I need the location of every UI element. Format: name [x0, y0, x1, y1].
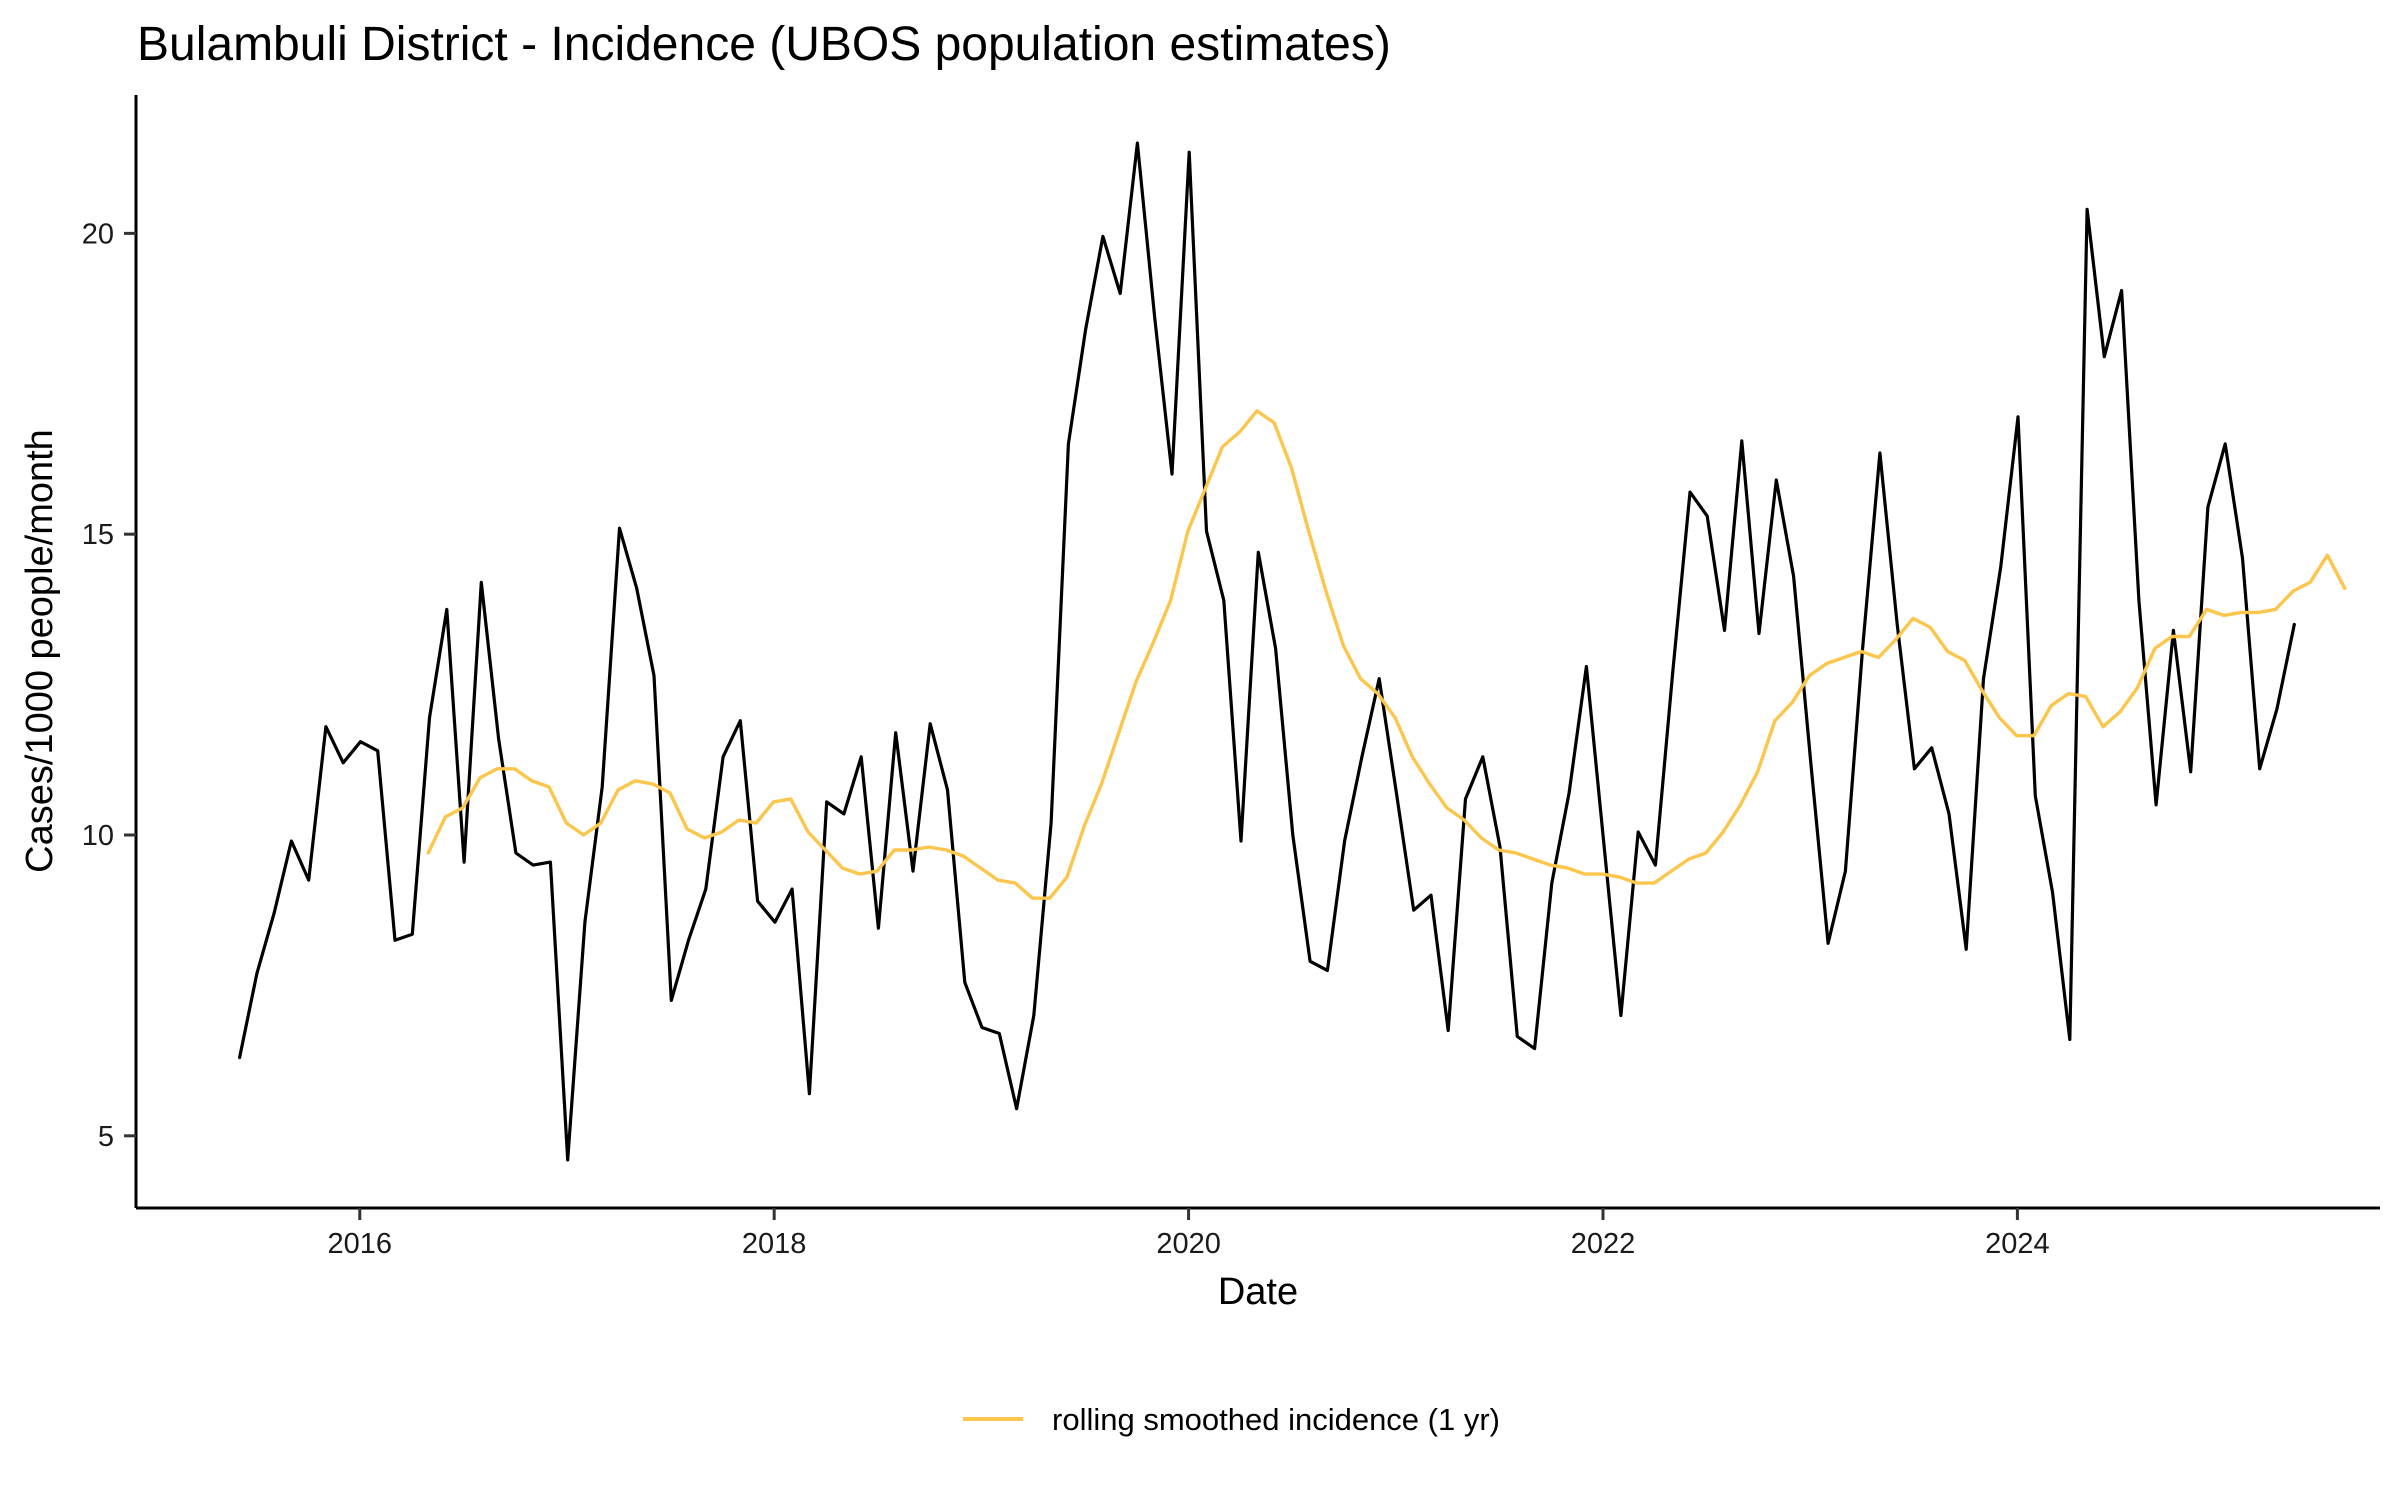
y-ticks: 5 10 15 20: [82, 218, 136, 1153]
y-axis-title: Cases/1000 people/month: [19, 429, 61, 873]
x-tick-label: 2020: [1156, 1228, 1221, 1260]
y-tick-label: 10: [82, 820, 114, 852]
x-tick-label: 2016: [328, 1228, 393, 1260]
y-tick-label: 15: [82, 519, 114, 551]
legend: rolling smoothed incidence (1 yr): [963, 1402, 1500, 1437]
series-line-smoothed: [426, 409, 2347, 900]
legend-label-smoothed: rolling smoothed incidence (1 yr): [1052, 1402, 1500, 1437]
x-tick-label: 2024: [1985, 1228, 2050, 1260]
plot-lines: [238, 141, 2347, 1162]
series-line-incidence: [238, 141, 2296, 1162]
y-tick-label: 20: [82, 218, 114, 250]
chart-title: Bulambuli District - Incidence (UBOS pop…: [137, 18, 1391, 71]
x-ticks: 2016 2018 2020 2022 2024: [328, 1208, 2050, 1260]
y-tick-label: 5: [98, 1121, 114, 1153]
x-tick-label: 2022: [1571, 1228, 1636, 1260]
x-tick-label: 2018: [742, 1228, 807, 1260]
x-axis-title: Date: [1218, 1271, 1298, 1313]
